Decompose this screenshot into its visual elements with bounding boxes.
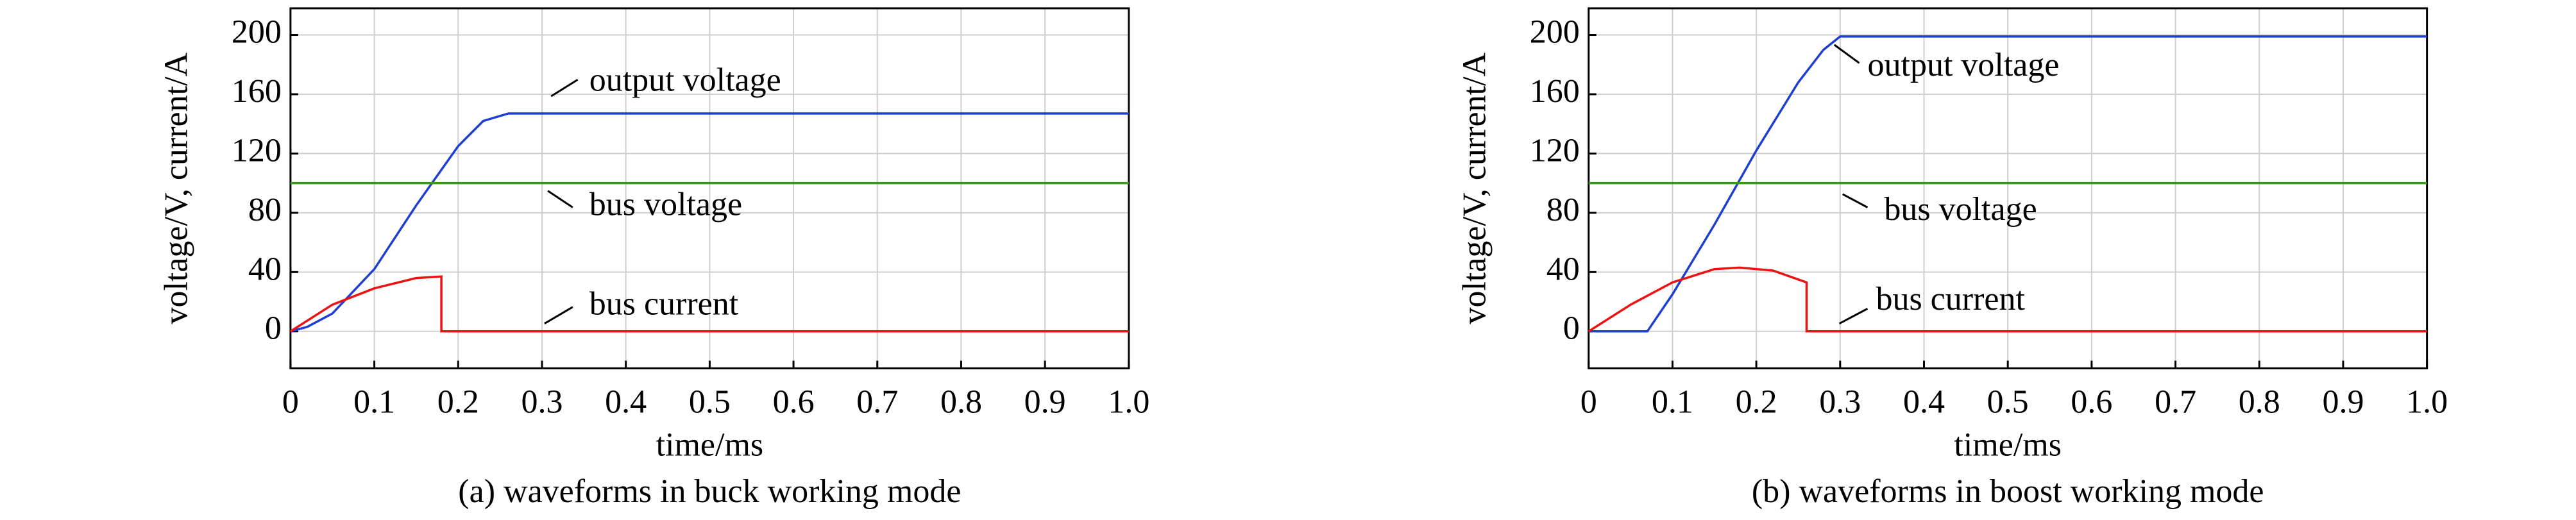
x-tick-label: 0.3: [1819, 383, 1861, 420]
x-tick-label: 0: [282, 383, 299, 420]
y-axis-label: voltage/V, current/A: [158, 52, 194, 324]
series-label: bus voltage: [1884, 191, 2037, 228]
x-tick-label: 1.0: [2406, 383, 2448, 420]
x-axis-label: time/ms: [656, 427, 764, 464]
series-label: output voltage: [589, 62, 781, 98]
x-tick-label: 0.2: [1736, 383, 1777, 420]
caption: (b) waveforms in boost working mode: [1752, 473, 2264, 510]
y-axis-label: voltage/V, current/A: [1456, 52, 1493, 324]
series-label: bus current: [1876, 281, 2025, 317]
series-line: [290, 112, 1129, 333]
x-tick-label: 0.3: [521, 383, 563, 420]
caption: (a) waveforms in buck working mode: [458, 473, 961, 510]
series-label: output voltage: [1868, 47, 2060, 83]
x-tick-label: 0.7: [2155, 383, 2196, 420]
annotation-leader: [547, 190, 573, 208]
y-tick-label: 0: [265, 310, 282, 347]
x-tick-label: 0.2: [437, 383, 479, 420]
annotation-leader: [544, 306, 573, 324]
series-line: [1588, 35, 2427, 333]
annotation-leader: [550, 78, 579, 97]
y-tick-label: 120: [232, 132, 282, 169]
y-tick-label: 80: [1546, 192, 1580, 228]
x-tick-label: 0.8: [940, 383, 982, 420]
x-tick-label: 0.7: [856, 383, 898, 420]
y-tick-label: 0: [1563, 310, 1580, 347]
series-line: [289, 275, 1129, 333]
series-line: [1588, 266, 2427, 333]
x-tick-label: 0.9: [2322, 383, 2364, 420]
annotation-leader: [1842, 193, 1868, 208]
x-tick-label: 0.4: [605, 383, 647, 420]
y-tick-label: 160: [1530, 73, 1580, 110]
plot-frame: [289, 7, 1130, 370]
x-tick-label: 1.0: [1108, 383, 1149, 420]
x-tick-label: 0.1: [353, 383, 395, 420]
annotation-leader: [1833, 44, 1860, 64]
y-tick-label: 40: [248, 251, 282, 287]
y-tick-label: 80: [248, 192, 282, 228]
y-tick-label: 200: [1530, 13, 1580, 50]
x-tick-label: 0.9: [1024, 383, 1066, 420]
x-tick-label: 0: [1580, 383, 1597, 420]
x-tick-label: 0.5: [1987, 383, 2029, 420]
x-tick-label: 0.6: [773, 383, 815, 420]
x-tick-label: 0.8: [2239, 383, 2280, 420]
series-label: bus current: [589, 286, 739, 323]
y-tick-label: 40: [1546, 251, 1580, 287]
x-tick-label: 0.5: [689, 383, 731, 420]
y-tick-label: 120: [1530, 132, 1580, 169]
y-tick-label: 160: [232, 73, 282, 110]
y-tick-label: 200: [232, 13, 282, 50]
annotation-leader: [1838, 308, 1868, 324]
x-tick-label: 0.6: [2071, 383, 2112, 420]
plot-frame: [1588, 7, 2428, 370]
x-axis-label: time/ms: [1954, 427, 2062, 464]
x-tick-label: 0.1: [1652, 383, 1693, 420]
series-label: bus voltage: [589, 186, 742, 222]
x-tick-label: 0.4: [1903, 383, 1945, 420]
